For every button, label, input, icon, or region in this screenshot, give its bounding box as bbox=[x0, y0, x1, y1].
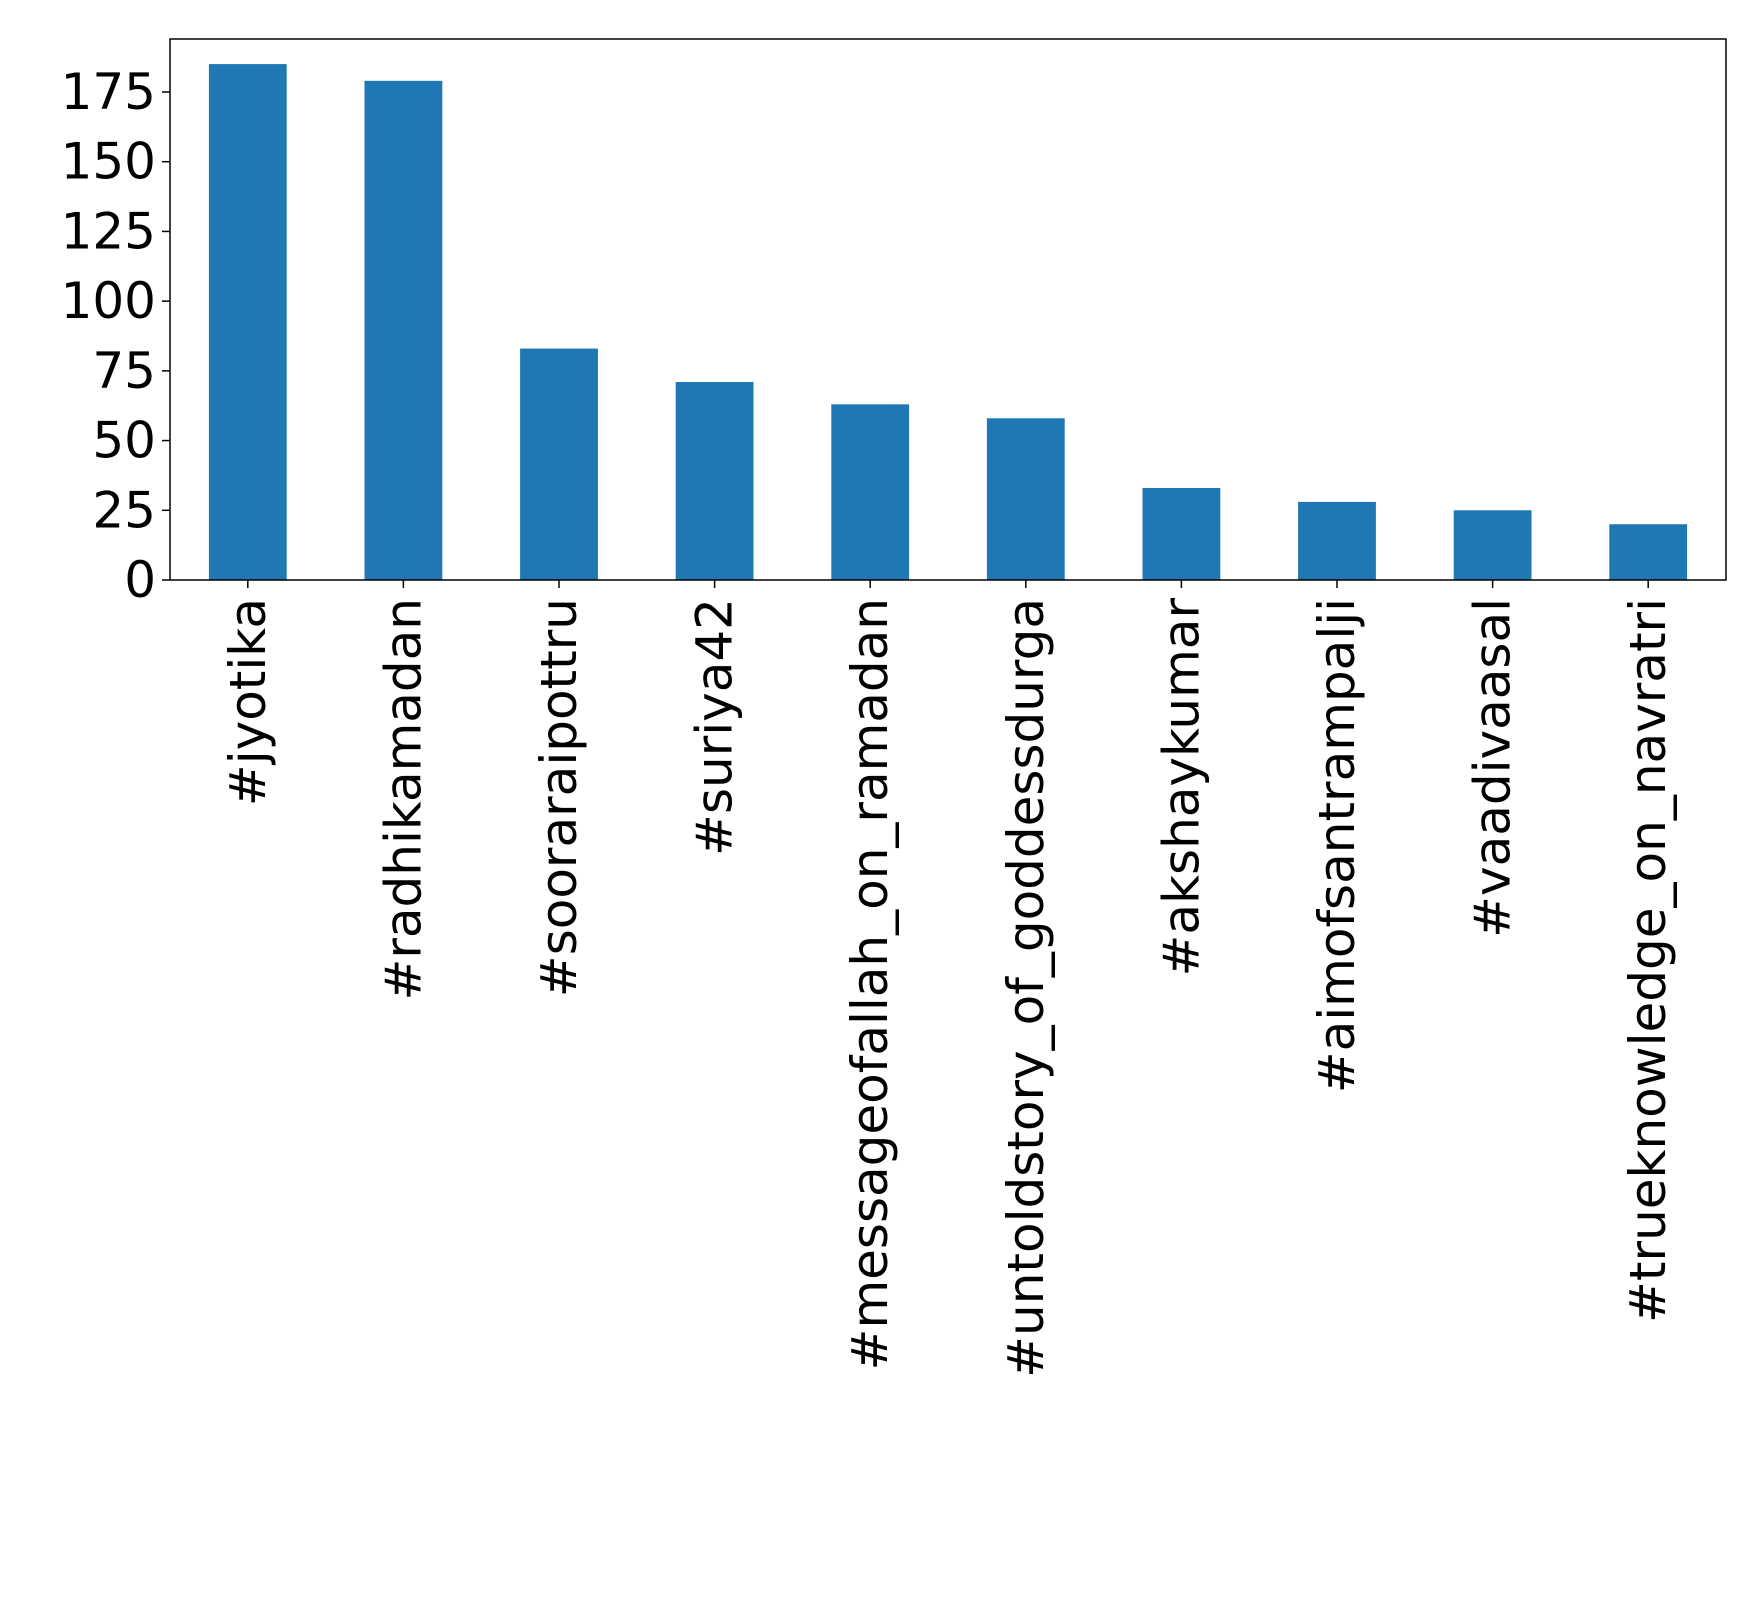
y-tick-label: 0 bbox=[124, 551, 156, 609]
x-tick-label: #untoldstory_of_goddessdurga bbox=[997, 598, 1055, 1378]
bar-7 bbox=[1298, 501, 1376, 580]
bar-1 bbox=[364, 80, 443, 580]
bars-group bbox=[208, 64, 1688, 580]
y-tick-label: 75 bbox=[92, 342, 156, 400]
bar-5 bbox=[986, 418, 1065, 580]
x-tick-label: #messageofallah_on_ramadan bbox=[841, 598, 899, 1370]
x-tick-label: #jyotika bbox=[219, 598, 277, 806]
x-tick-label: #sooraraipottru bbox=[530, 598, 588, 997]
x-tick-label: #radhikamadan bbox=[374, 598, 432, 1001]
bar-4 bbox=[831, 404, 910, 580]
y-axis: 0 25 50 75 100 125 150 175 bbox=[61, 63, 170, 609]
plot-frame bbox=[169, 38, 1727, 581]
bar-8 bbox=[1453, 510, 1532, 580]
x-tick-label: #aimofsantrampalji bbox=[1308, 598, 1366, 1093]
x-axis: #jyotika #radhikamadan #sooraraipottru #sur… bbox=[219, 580, 1677, 1378]
x-tick-label: #akshaykumar bbox=[1152, 598, 1210, 977]
bar-9 bbox=[1609, 524, 1688, 580]
y-tick-label: 125 bbox=[61, 202, 156, 260]
y-tick-label: 100 bbox=[61, 272, 156, 330]
y-tick-label: 175 bbox=[61, 63, 156, 121]
bar-0 bbox=[208, 64, 287, 580]
y-tick-label: 50 bbox=[92, 412, 156, 470]
x-tick-label: #trueknowledge_on_navratri bbox=[1619, 598, 1677, 1323]
bar-2 bbox=[520, 348, 598, 580]
x-tick-label: #vaadivaasal bbox=[1464, 598, 1522, 938]
bar-6 bbox=[1142, 487, 1221, 580]
x-tick-label: #suriya42 bbox=[686, 598, 744, 856]
bar-3 bbox=[675, 382, 754, 580]
y-tick-label: 150 bbox=[61, 133, 156, 191]
y-tick-label: 25 bbox=[92, 481, 156, 539]
